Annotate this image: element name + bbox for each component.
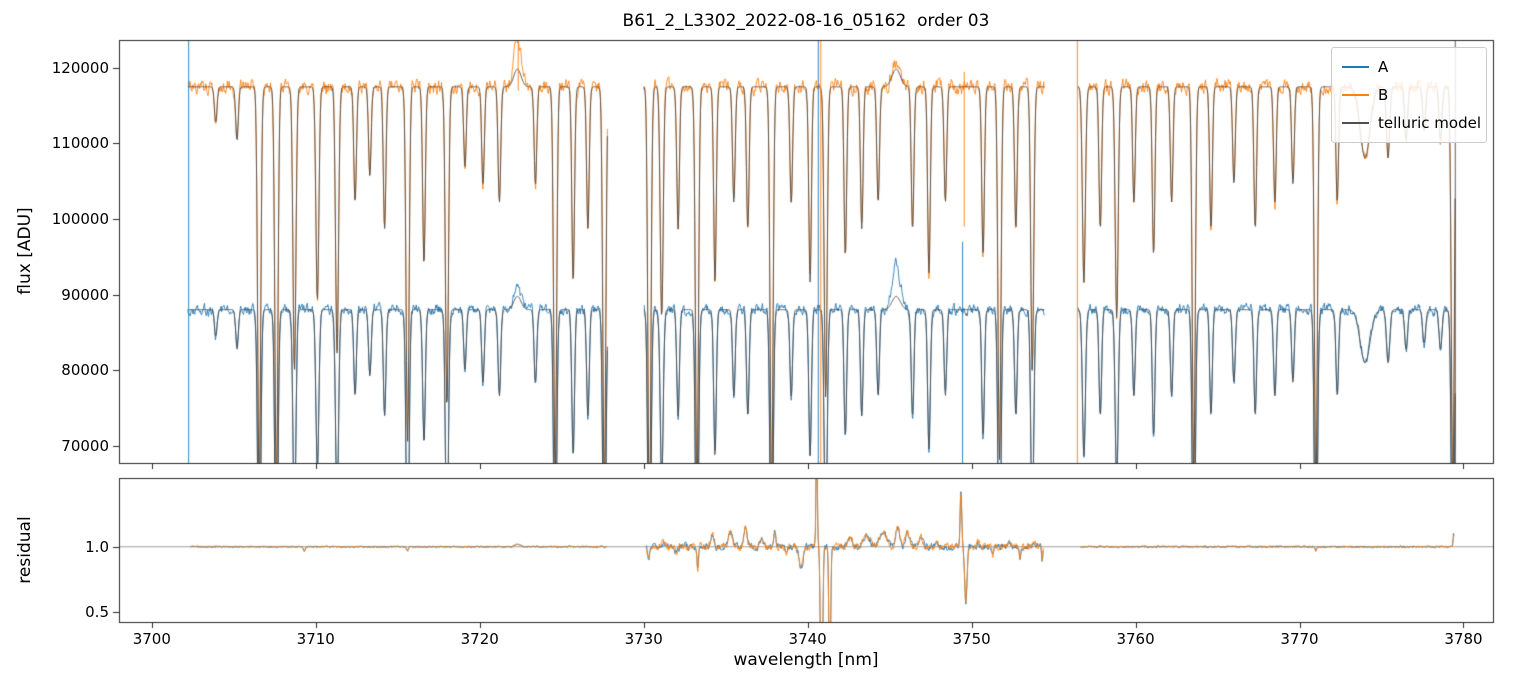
residual-y-tick-label: 0.5	[85, 602, 109, 621]
flux-y-tick-label: 80000	[61, 361, 109, 380]
x-tick-label: 3730	[624, 630, 663, 648]
x-tick-label: 3780	[1444, 630, 1483, 648]
flux-axis-label: flux [ADU]	[15, 207, 35, 295]
flux-y-tick-label: 120000	[51, 58, 109, 77]
wavelength-axis-label: wavelength [nm]	[733, 650, 879, 670]
x-tick-label: 3700	[132, 630, 171, 648]
legend-line-sample-a	[1342, 66, 1369, 68]
x-tick-label: 3760	[1116, 630, 1155, 648]
legend-label-telluric: telluric model	[1378, 114, 1482, 132]
flux-y-tick-label: 110000	[51, 134, 109, 153]
flux-y-tick-label: 100000	[51, 210, 109, 229]
legend-entry-b: B	[1342, 81, 1476, 109]
legend-line-sample-telluric	[1342, 122, 1369, 124]
flux-y-tick-label: 90000	[61, 285, 109, 304]
legend-entry-telluric-model: telluric model	[1342, 109, 1481, 137]
figure-title: B61_2_L3302_2022-08-16_05162 order 03	[622, 11, 990, 31]
x-tick-label: 3720	[460, 630, 499, 648]
residual-axis-label: residual	[15, 516, 35, 584]
legend-line-sample-b	[1342, 94, 1369, 96]
legend-label-a: A	[1378, 58, 1389, 76]
x-tick-label: 3750	[952, 630, 991, 648]
x-tick-label: 3770	[1280, 630, 1319, 648]
legend: A B telluric model	[1331, 47, 1487, 143]
flux-y-tick-label: 70000	[61, 436, 109, 455]
x-tick-label: 3710	[296, 630, 335, 648]
residual-y-tick-label: 1.0	[85, 537, 109, 556]
legend-entry-a: A	[1342, 53, 1476, 81]
legend-label-b: B	[1378, 86, 1389, 104]
x-tick-label: 3740	[788, 630, 827, 648]
